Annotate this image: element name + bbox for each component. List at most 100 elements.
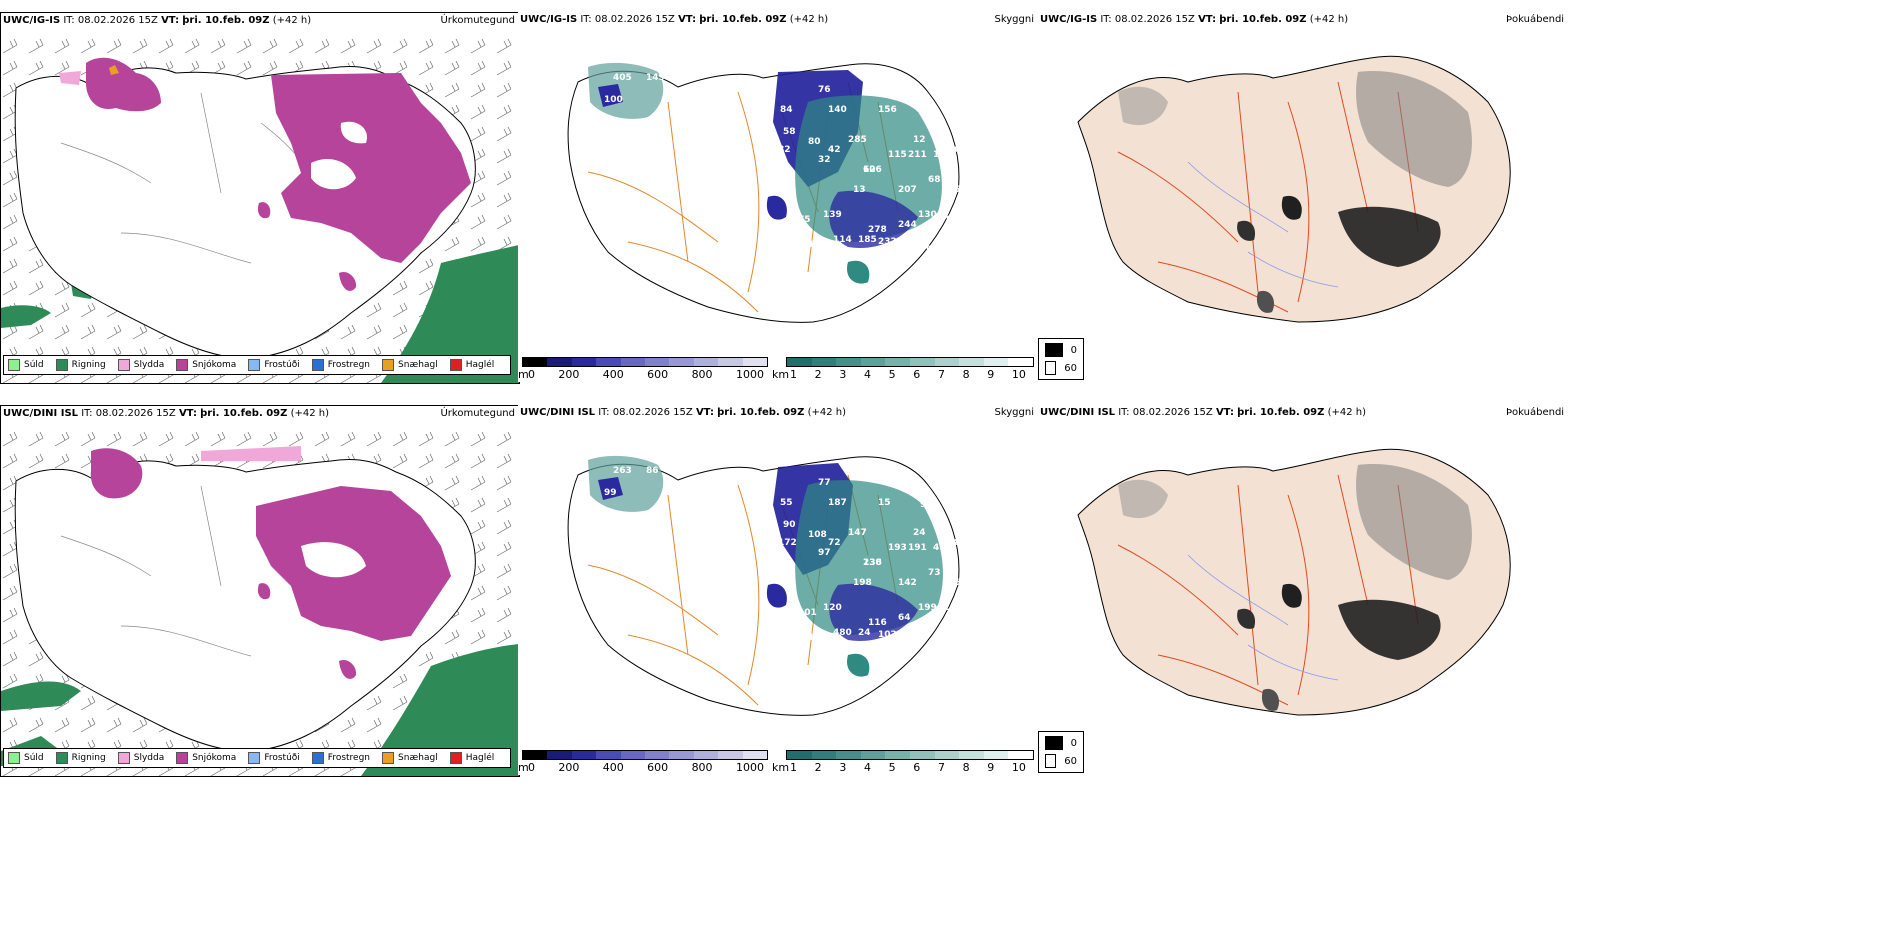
rain-area (381, 245, 519, 383)
height-label: 80 (808, 137, 821, 147)
height-label: 73 (928, 568, 941, 578)
height-label: 138 (863, 558, 882, 568)
height-label: 77 (818, 478, 831, 488)
precip-map-1 (1, 33, 519, 383)
legend-item: Slydda (117, 752, 164, 764)
fog-map-1 (1077, 55, 1511, 323)
height-label: 198 (853, 578, 872, 588)
height-label: 101 (798, 608, 817, 618)
fog-panel-1: UWC/IG-IS IT: 08.02.2026 15Z VT: þri. 10… (1038, 12, 1900, 382)
height-label: 60 (863, 165, 876, 175)
height-label: 199 (918, 603, 937, 613)
legend-item: Snjókoma (176, 752, 236, 764)
height-label: 22 (858, 291, 871, 301)
height-label: 187 (828, 498, 847, 508)
height-label: 64 (898, 613, 911, 623)
legend-item: Snjókoma (176, 359, 236, 371)
height-label: 75 (798, 215, 811, 225)
height-label: 164 (948, 578, 967, 588)
height-label: 13 (853, 185, 866, 195)
cloudbase-unit-2: m (518, 761, 529, 774)
height-label: 236 (863, 558, 882, 568)
precip-title-1: Úrkomutegund (440, 15, 515, 26)
height-label: 120 (823, 603, 842, 613)
height-label: 73 (780, 170, 793, 180)
height-label: 72 (828, 538, 841, 548)
height-label: 24 (858, 628, 871, 638)
height-label: 82 (778, 145, 791, 155)
fog-title-2: Þokuábendi (1506, 407, 1565, 418)
height-label: 207 (898, 185, 917, 195)
height-label: 99 (604, 488, 617, 498)
height-label: 480 (833, 628, 852, 638)
height-label: 207 (948, 145, 967, 155)
legend-item: Frostregn (311, 752, 370, 764)
height-label: 114 (833, 235, 852, 245)
height-label: 185 (858, 235, 877, 245)
height-label: 86 (646, 466, 659, 476)
height-label: 12 (718, 217, 731, 227)
height-label: 16 (933, 150, 946, 160)
height-label: 97 (818, 548, 831, 558)
height-label: 25 (948, 185, 961, 195)
height-label: 10 (948, 230, 961, 240)
visibility-unit-2: km (772, 761, 790, 774)
legend-item: Snæhagl (382, 359, 438, 371)
height-label: 198 (773, 618, 792, 628)
height-label: 140 (828, 105, 847, 115)
fog-legend-item: 60 (1045, 754, 1077, 768)
height-label: 193 (888, 543, 907, 553)
cloudbase-colorbar-1 (522, 357, 768, 367)
height-label: 68 (928, 175, 941, 185)
legend-item: Snæhagl (382, 752, 438, 764)
precip-legend-1: Súld Rigning Slydda Snjókoma Frostúði Fr… (3, 355, 512, 375)
cloudbase-title-1: Skyggni (994, 14, 1034, 25)
height-label: 172 (778, 538, 797, 548)
height-label: 211 (908, 150, 927, 160)
precip-legend-2: Súld Rigning Slydda Snjókoma Frostúði Fr… (3, 748, 512, 768)
legend-item: Rigning (55, 359, 106, 371)
height-label: 157 (808, 633, 827, 643)
height-label: 244 (898, 220, 917, 230)
height-label: 98 (926, 245, 939, 255)
height-label: 156 (878, 105, 897, 115)
legend-item: Frostregn (311, 359, 370, 371)
height-label: 102 (878, 630, 897, 640)
height-label: 495 (933, 543, 952, 553)
height-label: 232 (878, 237, 897, 247)
fog-map-2 (1077, 448, 1511, 716)
cloudbase-unit-1: m (518, 368, 529, 381)
cloudbase-colorbar-2 (522, 750, 768, 760)
legend-item: Súld (8, 359, 44, 371)
precip-header-2: UWC/DINI ISL IT: 08.02.2026 15Z VT: þri.… (3, 408, 330, 419)
fog-legend-item: 0 (1045, 736, 1077, 750)
height-label: 139 (823, 210, 842, 220)
cloudbase-panel-1: UWC/IG-IS IT: 08.02.2026 15Z VT: þri. 10… (518, 12, 1038, 382)
precip-title-2: Úrkomutegund (440, 408, 515, 419)
height-label: 84 (780, 105, 793, 115)
fog-title-1: Þokuábendi (1506, 14, 1565, 25)
height-label: 182 (928, 265, 947, 275)
precip-map-2 (1, 426, 519, 776)
height-label: 90 (783, 520, 796, 530)
fog-header-1: UWC/IG-IS IT: 08.02.2026 15Z VT: þri. 10… (1040, 14, 1349, 25)
height-label: 130 (918, 210, 937, 220)
cloudbase-panel-2: UWC/DINI ISL IT: 08.02.2026 15Z VT: þri.… (518, 405, 1038, 775)
fog-legend-item: 60 (1045, 361, 1077, 375)
legend-item: Rigning (55, 752, 106, 764)
height-label: 278 (868, 225, 887, 235)
height-label: 191 (908, 543, 927, 553)
height-label: 68 (948, 538, 961, 548)
legend-item: Frostúði (248, 359, 300, 371)
height-label: 263 (613, 466, 632, 476)
height-label: 24 (913, 528, 926, 538)
fog-panel-2: UWC/DINI ISL IT: 08.02.2026 15Z VT: þri.… (1038, 405, 1900, 775)
cloudbase-header-2: UWC/DINI ISL IT: 08.02.2026 15Z VT: þri.… (520, 407, 847, 418)
fog-road-network (1117, 81, 1419, 313)
height-label: 405 (613, 73, 632, 83)
height-label: 126 (863, 165, 882, 175)
height-label: 142 (898, 578, 917, 588)
